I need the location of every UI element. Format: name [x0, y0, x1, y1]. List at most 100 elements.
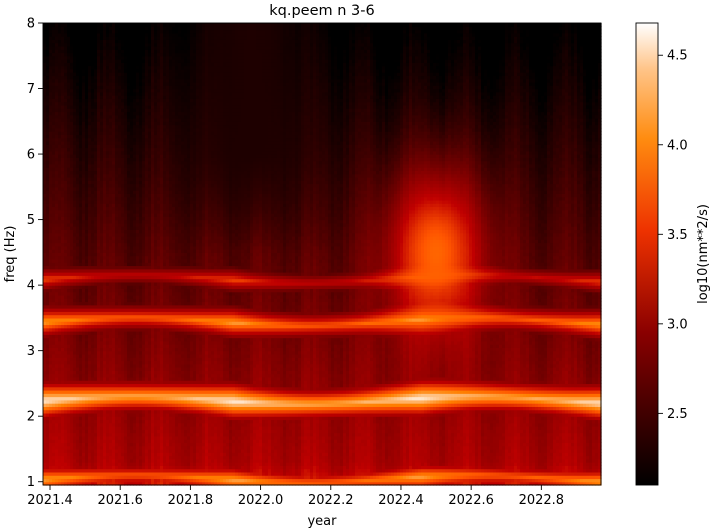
heatmap-cell — [70, 209, 74, 214]
heatmap-cell — [109, 268, 113, 273]
heatmap-cell — [124, 353, 128, 358]
heatmap-cell — [73, 291, 77, 296]
heatmap-cell — [43, 101, 47, 106]
heatmap-cell — [79, 39, 83, 44]
heatmap-cell — [130, 435, 134, 440]
heatmap-cell — [100, 199, 104, 204]
heatmap-cell — [109, 203, 113, 208]
heatmap-cell — [112, 170, 116, 175]
heatmap-cell — [64, 308, 68, 312]
heatmap-cell — [112, 36, 116, 40]
heatmap-cell — [49, 373, 53, 378]
heatmap-cell — [121, 422, 125, 427]
heatmap-cell — [67, 327, 71, 332]
heatmap-cell — [109, 111, 113, 116]
heatmap-cell — [112, 278, 116, 283]
heatmap-cell — [88, 471, 92, 476]
heatmap-cell — [70, 439, 74, 444]
heatmap-cell — [43, 350, 47, 355]
heatmap-cell — [115, 458, 119, 463]
heatmap-cell — [112, 114, 116, 119]
heatmap-cell — [94, 376, 98, 381]
heatmap-cell — [55, 199, 59, 204]
heatmap-cell — [91, 439, 95, 444]
heatmap-cell — [85, 173, 89, 178]
heatmap-cell — [103, 249, 107, 253]
heatmap-cell — [112, 344, 116, 348]
heatmap-cell — [112, 448, 116, 453]
heatmap-cell — [124, 62, 128, 67]
heatmap-cell — [91, 350, 95, 355]
heatmap-cell — [64, 55, 68, 60]
heatmap-cell — [121, 252, 125, 257]
heatmap-cell — [106, 301, 110, 306]
heatmap-cell — [97, 442, 101, 447]
heatmap-cell — [103, 98, 107, 103]
heatmap-cell — [94, 157, 98, 162]
heatmap-cell — [112, 406, 116, 411]
heatmap-cell — [70, 104, 74, 109]
heatmap-cell — [118, 249, 122, 253]
heatmap-cell — [121, 426, 125, 430]
heatmap-cell — [85, 426, 89, 430]
heatmap-cell — [97, 81, 101, 86]
heatmap-cell — [52, 183, 56, 188]
heatmap-cell — [118, 344, 122, 348]
heatmap-cell — [124, 52, 128, 57]
heatmap-cell — [121, 203, 125, 208]
heatmap-cell — [106, 55, 110, 60]
heatmap-cell — [100, 232, 104, 237]
heatmap-cell — [121, 242, 125, 247]
heatmap-cell — [100, 291, 104, 296]
heatmap-cell — [94, 311, 98, 316]
heatmap-cell — [103, 311, 107, 316]
heatmap-cell — [97, 118, 101, 122]
heatmap-cell — [52, 396, 56, 401]
heatmap-cell — [112, 281, 116, 286]
heatmap-cell — [109, 278, 113, 283]
heatmap-cell — [106, 59, 110, 63]
heatmap-cell — [109, 370, 113, 375]
heatmap-cell — [121, 216, 125, 221]
heatmap-cell — [82, 258, 86, 263]
heatmap-cell — [97, 232, 101, 237]
heatmap-cell — [49, 426, 53, 430]
heatmap-cell — [94, 265, 98, 270]
heatmap-cell — [103, 445, 107, 450]
heatmap-cell — [121, 157, 125, 162]
heatmap-cell — [94, 455, 98, 460]
heatmap-cell — [124, 416, 128, 421]
heatmap-cell — [67, 42, 71, 47]
heatmap-cell — [67, 275, 71, 280]
heatmap-cell — [121, 376, 125, 381]
heatmap-cell — [52, 442, 56, 447]
heatmap-cell — [115, 308, 119, 312]
heatmap-cell — [115, 344, 119, 348]
heatmap-cell — [61, 52, 65, 57]
heatmap-cell — [88, 134, 92, 139]
heatmap-cell — [76, 471, 80, 476]
heatmap-cell — [112, 337, 116, 342]
heatmap-cell — [115, 403, 119, 407]
heatmap-cell — [49, 127, 53, 132]
heatmap-cell — [118, 170, 122, 175]
heatmap-cell — [100, 311, 104, 316]
heatmap-cell — [61, 154, 65, 158]
heatmap-cell — [109, 29, 113, 34]
heatmap-cell — [103, 147, 107, 152]
heatmap-cell — [103, 209, 107, 214]
heatmap-cell — [118, 183, 122, 188]
heatmap-cell — [109, 52, 113, 57]
heatmap-cell — [46, 45, 50, 50]
heatmap-cell — [106, 291, 110, 296]
heatmap-cell — [121, 265, 125, 270]
heatmap-cell — [49, 344, 53, 348]
heatmap-cell — [115, 36, 119, 40]
heatmap-cell — [43, 255, 47, 260]
heatmap-cell — [76, 203, 80, 208]
heatmap-cell — [49, 455, 53, 460]
heatmap-cell — [106, 399, 110, 404]
heatmap-cell — [52, 383, 56, 388]
heatmap-cell — [94, 101, 98, 106]
heatmap-cell — [97, 288, 101, 293]
